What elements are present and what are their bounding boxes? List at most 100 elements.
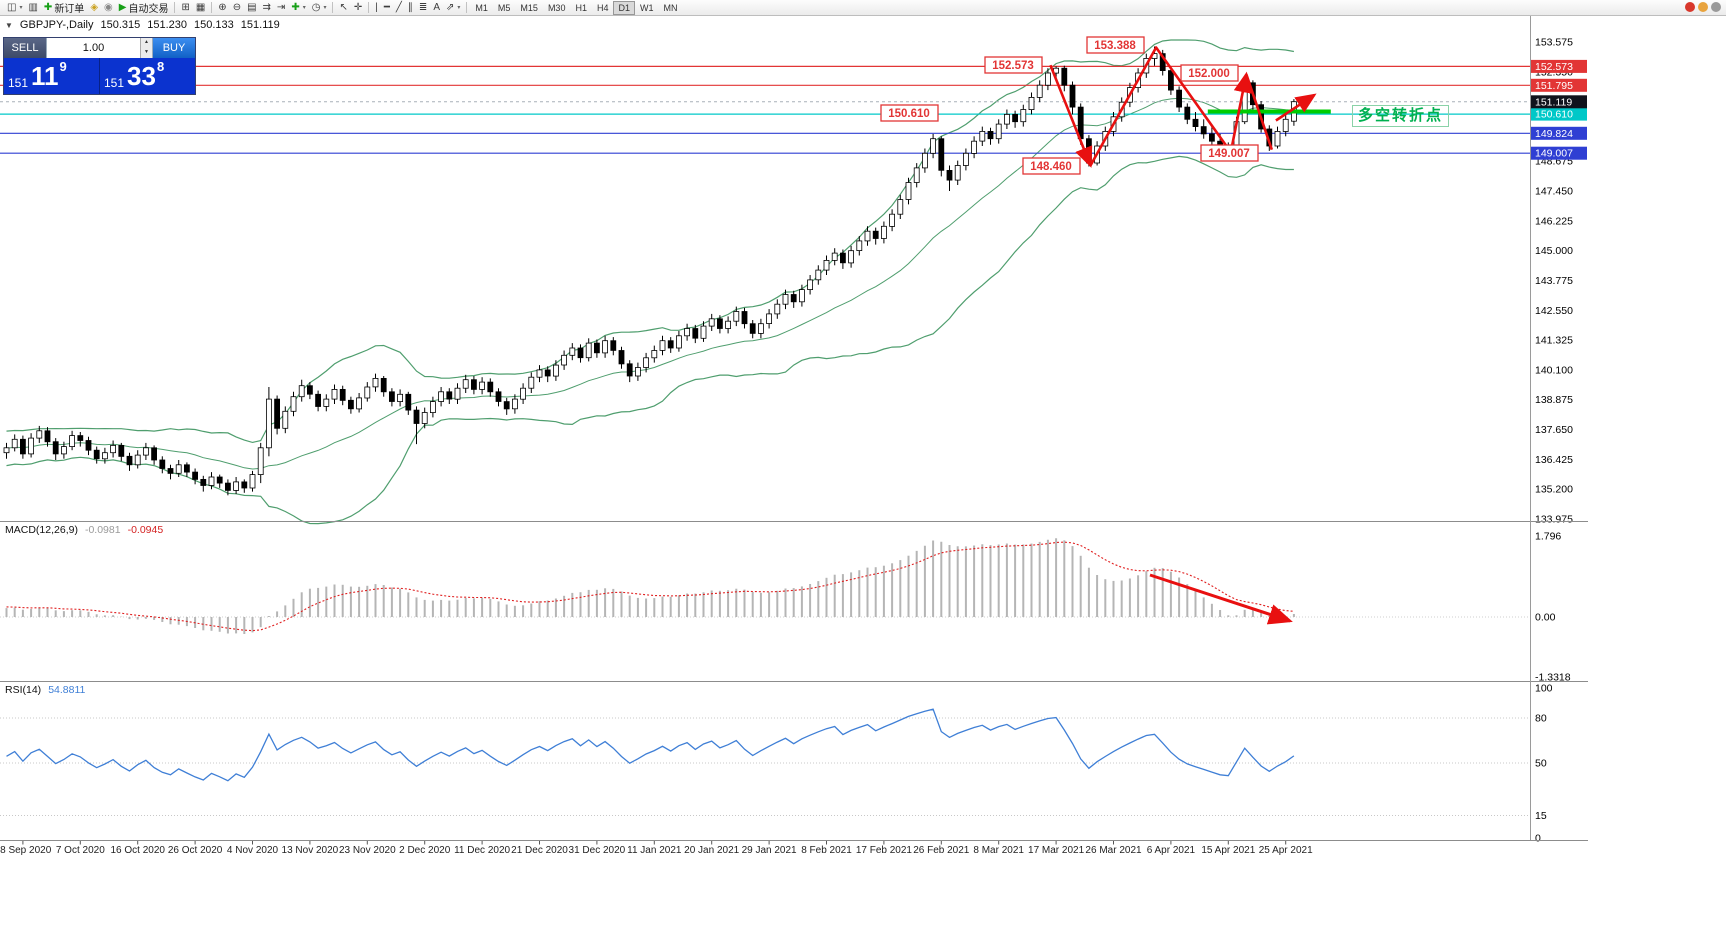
buy-price-pip: 8: [156, 59, 165, 74]
text-icon[interactable]: A: [433, 2, 440, 13]
svg-text:0.00: 0.00: [1535, 612, 1556, 624]
date-label: 8 Mar 2021: [973, 845, 1024, 856]
date-label: 4 Nov 2020: [227, 845, 279, 856]
cursor-icon[interactable]: ↖: [339, 2, 348, 13]
svg-text:141.325: 141.325: [1535, 335, 1573, 347]
date-label: 26 Mar 2021: [1085, 845, 1142, 856]
sell-price-pip: 9: [59, 59, 67, 74]
zoom-in-icon[interactable]: ⊕: [218, 2, 227, 13]
sell-price-button[interactable]: 151 11 9: [4, 58, 99, 94]
profile-icon[interactable]: ▥: [28, 2, 38, 13]
svg-text:0: 0: [1535, 833, 1541, 845]
svg-text:152.573: 152.573: [992, 60, 1034, 72]
volume-field[interactable]: 1.00 ▲ ▼: [46, 38, 153, 58]
vertical-line-icon[interactable]: |: [375, 2, 378, 13]
svg-text:152.573: 152.573: [1535, 61, 1573, 73]
symbol-info-bar: ▼ GBPJPY-,Daily 150.315 151.230 150.133 …: [5, 19, 280, 31]
scale-tag-150.610: [1531, 107, 1587, 121]
trade-controls-row: SELL 1.00 ▲ ▼ BUY: [4, 38, 195, 58]
trendline-icon[interactable]: ╱: [395, 2, 402, 13]
price-scale: 153.575152.350148.675147.450146.225145.0…: [1531, 37, 1587, 526]
date-label: 17 Mar 2021: [1028, 845, 1085, 856]
autotrading-button[interactable]: ▶ 自动交易: [118, 2, 169, 15]
crosshair-icon[interactable]: ✛: [353, 2, 363, 13]
timeframe-w1[interactable]: W1: [640, 2, 654, 13]
date-label: 20 Jan 2021: [684, 845, 739, 856]
chart-window-icon[interactable]: ◫ ▾: [7, 2, 23, 13]
timeframe-m15[interactable]: M15: [520, 2, 538, 13]
volume-stepper[interactable]: ▲ ▼: [140, 38, 152, 58]
chart-shift-icon[interactable]: ⇥: [276, 2, 286, 13]
symbol-title: GBPJPY-,Daily: [19, 19, 94, 31]
toolbar: ◫ ▾ ▥ ✚ 新订单 ◈ ◉ ▶ 自动交易 ⊞ ▦ ⊕ ⊖ ▤ ⇉ ⇥ ✚ ▾ ◷ ▾ ↖ ✛ | ━ ╱ ∥ ≣ A ⇗ ▾ M1 M5 M…: [0, 0, 1726, 16]
community-icon[interactable]: [1698, 2, 1708, 12]
svg-text:137.650: 137.650: [1535, 424, 1573, 436]
svg-text:15: 15: [1535, 810, 1547, 822]
svg-text:148.460: 148.460: [1030, 161, 1072, 173]
periods-icon[interactable]: ◷ ▾: [311, 2, 327, 13]
stepper-down-icon[interactable]: ▼: [141, 48, 152, 58]
buy-price-prefix: 151: [104, 76, 125, 90]
buy-button[interactable]: BUY: [153, 38, 195, 58]
new-order-button[interactable]: ✚ 新订单: [43, 2, 85, 15]
fibonacci-icon[interactable]: ≣: [418, 2, 428, 13]
rsi-value: 54.8811: [48, 684, 86, 696]
svg-text:146.225: 146.225: [1535, 215, 1573, 227]
rsi-panel: 100 80 50 15 0: [0, 683, 1553, 845]
stepper-up-icon[interactable]: ▲: [141, 38, 152, 48]
timeframe-d1[interactable]: D1: [613, 0, 635, 15]
price-box-149.007: [1200, 144, 1259, 162]
timeframe-h1[interactable]: H1: [575, 2, 587, 13]
buy-price-button[interactable]: 151 33 8: [99, 58, 195, 94]
svg-text:150.610: 150.610: [888, 108, 930, 120]
news-icon[interactable]: [1685, 2, 1695, 12]
date-label: 11 Jan 2021: [627, 845, 682, 856]
svg-text:136.425: 136.425: [1535, 454, 1573, 466]
price-box-153.388: [1086, 36, 1145, 54]
sell-price-big: 11: [31, 60, 59, 91]
channel-icon[interactable]: ∥: [407, 2, 413, 13]
date-axis: 28 Sep 2020 7 Oct 2020 16 Oct 2020 26 Oct 2…: [0, 841, 1313, 856]
tile-windows-icon[interactable]: ▤: [247, 2, 257, 13]
zigzag-annotation: [1049, 46, 1317, 168]
auto-scroll-icon[interactable]: ⇉: [262, 2, 271, 13]
scale-tag-149.824: [1531, 126, 1587, 140]
date-label: 29 Jan 2021: [742, 845, 797, 856]
new-chart-icon[interactable]: ⊞: [181, 2, 190, 13]
svg-text:145.000: 145.000: [1535, 245, 1573, 257]
search-icon[interactable]: [1711, 2, 1721, 12]
profiles-icon[interactable]: ▦: [195, 2, 206, 13]
one-click-trading-panel: SELL 1.00 ▲ ▼ BUY 151 11 9 151 33 8: [3, 37, 196, 95]
arrow-tools-icon[interactable]: ⇗ ▾: [445, 2, 461, 13]
timeframe-mn[interactable]: MN: [663, 2, 678, 13]
trade-price-row: 151 11 9 151 33 8: [4, 58, 195, 94]
one-click-toggle-icon[interactable]: ▼: [5, 20, 13, 30]
svg-text:135.200: 135.200: [1535, 484, 1573, 496]
rsi-name: RSI(14): [5, 684, 42, 696]
alerts-icon[interactable]: ◉: [104, 2, 113, 13]
timeframe-h4[interactable]: H4: [596, 2, 609, 13]
volume-value[interactable]: 1.00: [82, 42, 105, 54]
timeframe-m1[interactable]: M1: [475, 2, 488, 13]
svg-text:142.550: 142.550: [1535, 305, 1573, 317]
turning-point-note: 多空转折点: [1352, 105, 1450, 127]
price-box-152.573: [984, 56, 1043, 74]
metaeditor-icon[interactable]: ◈: [90, 2, 99, 13]
indicators-icon[interactable]: ✚ ▾: [291, 2, 306, 13]
timeframe-m5[interactable]: M5: [497, 2, 511, 13]
date-label: 15 Apr 2021: [1201, 845, 1255, 856]
price-box-148.460: [1022, 157, 1081, 175]
timeframe-m30[interactable]: M30: [547, 2, 566, 13]
sell-price-prefix: 151: [8, 76, 29, 90]
zoom-out-icon[interactable]: ⊖: [232, 2, 242, 13]
sell-button[interactable]: SELL: [4, 38, 46, 58]
toolbar-separator: [466, 2, 468, 13]
date-label: 6 Apr 2021: [1147, 845, 1196, 856]
scale-tag-151.795: [1531, 78, 1587, 92]
date-label: 2 Dec 2020: [399, 845, 451, 856]
svg-text:50: 50: [1535, 758, 1547, 770]
ohlc-close: 151.119: [240, 19, 280, 31]
horizontal-line-icon[interactable]: ━: [383, 2, 390, 13]
rsi-indicator-label: RSI(14) 54.8811: [5, 684, 85, 696]
